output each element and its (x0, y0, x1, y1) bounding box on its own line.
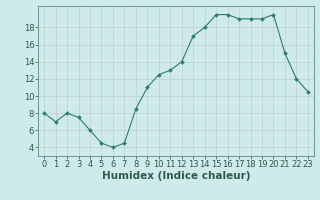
X-axis label: Humidex (Indice chaleur): Humidex (Indice chaleur) (102, 171, 250, 181)
